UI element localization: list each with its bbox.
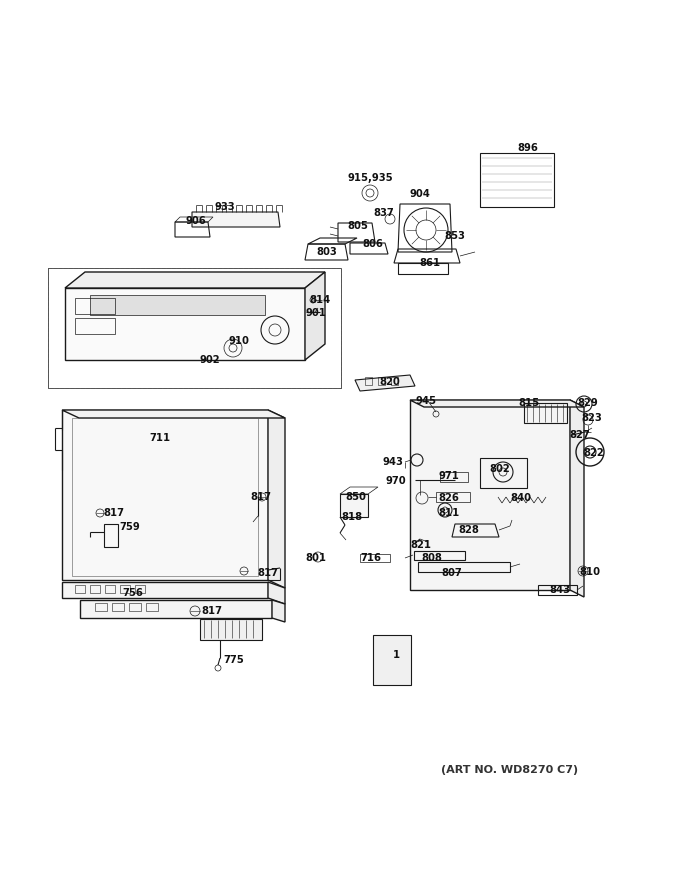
Polygon shape <box>65 288 305 360</box>
Text: 837: 837 <box>373 208 394 218</box>
Polygon shape <box>200 619 262 640</box>
Polygon shape <box>410 400 570 590</box>
Text: 843: 843 <box>549 585 571 595</box>
Bar <box>105 585 115 593</box>
Bar <box>135 585 145 593</box>
Polygon shape <box>268 582 285 604</box>
Text: 904: 904 <box>409 189 430 199</box>
Polygon shape <box>268 410 285 588</box>
Text: 945: 945 <box>415 396 437 406</box>
Polygon shape <box>80 600 272 618</box>
Bar <box>391 377 398 385</box>
Text: 815: 815 <box>518 398 539 408</box>
Polygon shape <box>355 375 415 391</box>
Polygon shape <box>62 410 268 580</box>
Text: 902: 902 <box>200 355 220 365</box>
Text: 711: 711 <box>150 433 171 443</box>
Text: 759: 759 <box>120 522 140 532</box>
Bar <box>48 268 341 388</box>
Bar <box>95 603 107 611</box>
Text: 933: 933 <box>215 202 235 212</box>
Bar <box>72 418 258 576</box>
Text: 861: 861 <box>420 258 441 268</box>
Text: 822: 822 <box>583 448 605 458</box>
Text: 906: 906 <box>186 216 206 226</box>
Text: 821: 821 <box>411 540 432 550</box>
Bar <box>146 603 158 611</box>
Text: 806: 806 <box>362 239 384 249</box>
Polygon shape <box>192 212 280 227</box>
Bar <box>365 377 372 385</box>
Text: 827: 827 <box>570 430 590 440</box>
Text: 716: 716 <box>360 553 381 563</box>
Text: 915,935: 915,935 <box>347 173 393 183</box>
Text: 817: 817 <box>258 568 279 578</box>
Bar <box>90 585 100 593</box>
Text: 828: 828 <box>458 525 479 535</box>
Bar <box>373 635 411 685</box>
Text: 814: 814 <box>309 295 330 305</box>
Polygon shape <box>410 400 584 407</box>
Text: 826: 826 <box>439 493 460 503</box>
Text: 810: 810 <box>579 567 600 577</box>
Polygon shape <box>62 582 268 598</box>
Text: 840: 840 <box>511 493 532 503</box>
Text: 823: 823 <box>581 413 602 423</box>
Bar <box>378 377 385 385</box>
Text: 850: 850 <box>345 492 367 502</box>
Text: 817: 817 <box>201 606 222 616</box>
Text: 901: 901 <box>305 308 326 318</box>
Text: 801: 801 <box>305 553 326 563</box>
Polygon shape <box>62 410 285 418</box>
Text: 808: 808 <box>422 553 443 563</box>
Bar <box>129 603 141 611</box>
Bar <box>112 603 124 611</box>
Bar <box>120 585 130 593</box>
Text: 1: 1 <box>392 650 400 660</box>
Text: 811: 811 <box>439 508 460 518</box>
Text: 803: 803 <box>317 247 337 257</box>
Polygon shape <box>272 600 285 622</box>
Bar <box>75 318 115 334</box>
Bar <box>75 298 115 314</box>
Text: 818: 818 <box>341 512 362 522</box>
Text: 910: 910 <box>228 336 250 346</box>
Text: 802: 802 <box>490 464 511 474</box>
Polygon shape <box>305 272 325 360</box>
Text: 970: 970 <box>386 476 407 486</box>
Bar <box>90 295 265 315</box>
Polygon shape <box>65 272 325 288</box>
Text: 817: 817 <box>250 492 271 502</box>
Polygon shape <box>340 494 368 517</box>
Text: 820: 820 <box>379 377 401 387</box>
Text: 829: 829 <box>577 398 598 408</box>
Polygon shape <box>570 400 584 597</box>
Text: 943: 943 <box>383 457 403 467</box>
Text: 817: 817 <box>103 508 124 518</box>
Text: 805: 805 <box>347 221 369 231</box>
Text: 756: 756 <box>122 588 143 598</box>
Text: 775: 775 <box>224 655 244 665</box>
Text: 971: 971 <box>439 471 460 481</box>
Text: 807: 807 <box>441 568 462 578</box>
Text: (ART NO. WD8270 C7): (ART NO. WD8270 C7) <box>441 765 579 775</box>
Bar <box>75 585 85 593</box>
Bar <box>48 268 341 388</box>
Text: 896: 896 <box>517 143 539 153</box>
Text: 853: 853 <box>445 231 465 241</box>
